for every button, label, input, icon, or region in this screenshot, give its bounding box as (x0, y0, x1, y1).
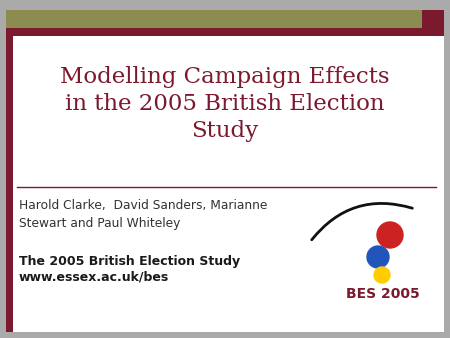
Circle shape (377, 222, 403, 248)
Text: BES 2005: BES 2005 (346, 287, 420, 301)
Text: The 2005 British Election Study: The 2005 British Election Study (19, 255, 240, 268)
Text: www.essex.ac.uk/bes: www.essex.ac.uk/bes (19, 270, 169, 283)
FancyArrowPatch shape (312, 203, 412, 240)
Bar (6, 36, 13, 332)
Circle shape (367, 246, 389, 268)
Text: Study: Study (191, 120, 259, 142)
Text: Harold Clarke,  David Sanders, Marianne
Stewart and Paul Whiteley: Harold Clarke, David Sanders, Marianne S… (19, 199, 267, 230)
Bar (6, 10, 422, 28)
Text: Modelling Campaign Effects: Modelling Campaign Effects (60, 66, 390, 88)
Bar (422, 10, 444, 28)
Bar (6, 28, 444, 36)
Circle shape (374, 267, 390, 283)
Text: in the 2005 British Election: in the 2005 British Election (65, 93, 385, 115)
